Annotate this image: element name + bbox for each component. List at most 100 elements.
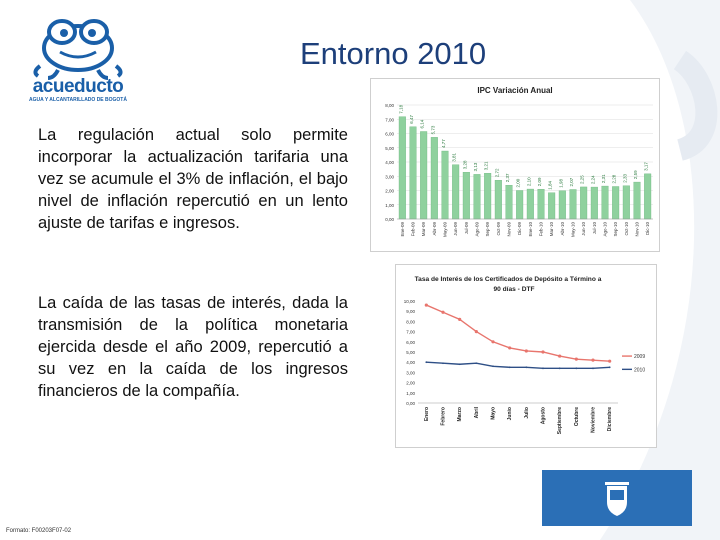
ipc-x-tick-label: Ene-09 xyxy=(400,222,405,237)
ipc-value-label: 3,17 xyxy=(644,162,649,171)
dtf-y-tick-label: 5,00 xyxy=(406,350,415,355)
ipc-bar xyxy=(505,185,513,220)
dtf-point-2010 xyxy=(442,362,444,365)
dtf-point-2010 xyxy=(492,365,494,368)
dtf-point-2010 xyxy=(425,361,428,364)
ipc-value-label: 7,18 xyxy=(398,104,403,113)
ipc-bar xyxy=(484,173,492,220)
ipc-value-label: 2,72 xyxy=(494,168,499,177)
dtf-point-2009 xyxy=(591,358,595,362)
dtf-y-tick-label: 7,00 xyxy=(406,330,415,335)
slide-title: Entorno 2010 xyxy=(300,36,487,71)
ipc-value-label: 2,10 xyxy=(526,177,531,186)
ipc-x-tick-label: Oct-09 xyxy=(496,222,501,236)
ipc-x-tick-label: Abr-10 xyxy=(560,222,565,236)
dtf-legend-label-2010: 2010 xyxy=(634,367,645,373)
ipc-x-tick-label: May-09 xyxy=(443,222,448,238)
ipc-x-tick-label: Sep-09 xyxy=(485,222,490,237)
ipc-y-tick-label: 4,00 xyxy=(385,160,394,165)
ipc-bar xyxy=(558,190,566,220)
dtf-point-2009 xyxy=(574,357,578,361)
dtf-point-2009 xyxy=(541,350,545,354)
ipc-x-tick-label: Jun-09 xyxy=(453,222,458,236)
dtf-y-tick-label: 1,00 xyxy=(406,391,415,396)
ipc-chart: IPC Variación Anual 0,00 1,00 2,00 3,00 4,00 5… xyxy=(370,78,660,252)
dtf-point-2010 xyxy=(458,363,461,366)
ipc-value-label: 2,00 xyxy=(516,178,521,187)
ipc-x-tick-label: Mar-09 xyxy=(421,222,426,237)
ipc-value-label: 4,77 xyxy=(441,139,446,148)
ipc-bar xyxy=(601,185,609,220)
dtf-y-tick-label: 10,00 xyxy=(404,299,416,304)
ipc-y-tick-label: 2,00 xyxy=(385,189,394,194)
dtf-y-tick-label: 6,00 xyxy=(406,340,415,345)
ipc-value-label: 2,09 xyxy=(537,177,542,186)
dtf-y-tick-label: 4,00 xyxy=(406,360,415,365)
ipc-x-tick-label: Dic-10 xyxy=(645,222,650,236)
dtf-point-2009 xyxy=(491,340,495,344)
dtf-x-tick-label: Septiembre xyxy=(557,407,563,434)
ipc-chart-svg: IPC Variación Anual 0,00 1,00 2,00 3,00 4,00 5… xyxy=(385,86,653,238)
dtf-chart: Tasa de Interés de los Certificados de D… xyxy=(395,264,657,448)
ipc-y-tick-label: 8,00 xyxy=(385,103,394,108)
ipc-y-tick-label: 5,00 xyxy=(385,146,394,151)
ipc-value-label: 5,73 xyxy=(430,125,435,134)
ipc-value-label: 6,47 xyxy=(409,115,414,124)
dtf-chart-title: Tasa de Interés de los Certificados de D… xyxy=(415,276,602,283)
dtf-x-tick-label: Diciembre xyxy=(607,407,613,431)
ipc-value-label: 2,28 xyxy=(612,174,617,183)
ipc-value-label: 2,25 xyxy=(580,175,585,184)
dtf-y-tick-label: 9,00 xyxy=(406,309,415,314)
dtf-chart-title-line2: 90 días - DTF xyxy=(493,286,534,293)
dtf-point-2009 xyxy=(458,317,462,321)
ipc-bar xyxy=(409,126,417,220)
ipc-value-label: 2,33 xyxy=(622,174,627,183)
dtf-point-2010 xyxy=(508,366,511,369)
ipc-value-label: 1,98 xyxy=(558,179,563,188)
ipc-y-tick-label: 1,00 xyxy=(385,203,394,208)
paragraph-interest-rates: La caída de las tasas de interés, dada l… xyxy=(38,294,348,400)
dtf-chart-svg: Tasa de Interés de los Certificados de D… xyxy=(404,276,646,434)
ipc-bar xyxy=(622,185,630,220)
dtf-point-2010 xyxy=(575,367,578,370)
ipc-value-label: 3,81 xyxy=(452,152,457,161)
ipc-x-tick-label: Ago-09 xyxy=(475,222,480,237)
dtf-point-2009 xyxy=(608,359,612,363)
ipc-bar xyxy=(548,192,556,220)
ipc-value-label: 2,37 xyxy=(505,173,510,182)
dtf-point-2009 xyxy=(558,354,562,358)
ipc-x-tick-label: Jul-10 xyxy=(592,222,597,235)
ipc-bar xyxy=(569,189,577,220)
coat-of-arms-icon xyxy=(605,482,629,516)
dtf-point-2010 xyxy=(525,366,528,369)
dtf-point-2010 xyxy=(592,367,594,370)
ipc-bar xyxy=(420,131,428,220)
ipc-x-tick-label: Dic-09 xyxy=(517,222,522,236)
ipc-x-tick-label: Sep-10 xyxy=(613,222,618,237)
ipc-x-tick-label: Feb-09 xyxy=(411,222,416,237)
dtf-y-tick-label: 2,00 xyxy=(406,381,415,386)
dtf-x-tick-label: Mayo xyxy=(491,407,497,420)
ipc-value-label: 3,13 xyxy=(473,162,478,171)
ipc-value-label: 3,28 xyxy=(462,160,467,169)
dtf-y-tick-label: 0,00 xyxy=(406,401,415,406)
ipc-chart-title: IPC Variación Anual xyxy=(477,86,552,95)
ipc-value-label: 3,21 xyxy=(484,161,489,170)
dtf-point-2010 xyxy=(542,367,544,370)
ipc-bar xyxy=(398,116,406,220)
ipc-bar xyxy=(612,186,620,220)
ipc-y-tick-label: 0,00 xyxy=(385,217,394,222)
ipc-y-tick-label: 7,00 xyxy=(385,117,394,122)
ipc-bar xyxy=(441,150,449,220)
ipc-x-tick-label: Ene-10 xyxy=(528,222,533,237)
dtf-point-2010 xyxy=(475,362,478,365)
dtf-point-2010 xyxy=(608,366,611,369)
frog-icon xyxy=(33,19,123,80)
ipc-x-tick-label: Jul-09 xyxy=(464,222,469,235)
ipc-value-label: 2,24 xyxy=(590,175,595,184)
dtf-series-line-2009 xyxy=(426,304,610,362)
ipc-value-label: 2,07 xyxy=(569,177,574,186)
dtf-x-tick-label: Marzo xyxy=(457,407,463,421)
dtf-y-tick-label: 8,00 xyxy=(406,319,415,324)
ipc-value-label: 2,31 xyxy=(601,174,606,183)
